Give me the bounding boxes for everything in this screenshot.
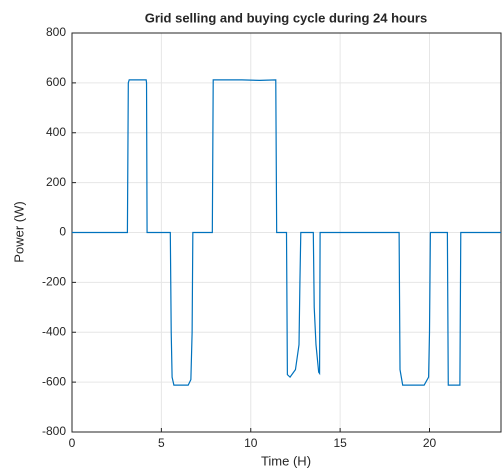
y-tick-label: 400 — [46, 125, 66, 139]
y-tick-label: 0 — [59, 225, 66, 239]
y-tick-label: 800 — [46, 25, 66, 39]
x-tick-label: 20 — [423, 436, 437, 450]
y-tick-label: -400 — [42, 324, 66, 338]
y-tick-label: -200 — [42, 275, 66, 289]
y-axis-label: Power (W) — [11, 201, 26, 262]
x-tick-label: 10 — [244, 436, 258, 450]
x-axis-label: Time (H) — [261, 453, 311, 468]
x-tick-label: 0 — [69, 436, 76, 450]
y-tick-label: -600 — [42, 374, 66, 388]
chart-title: Grid selling and buying cycle during 24 … — [145, 10, 427, 25]
x-tick-label: 5 — [158, 436, 165, 450]
data-line — [72, 79, 501, 386]
y-tick-label: -800 — [42, 424, 66, 438]
y-tick-label: 600 — [46, 75, 66, 89]
x-tick-label: 15 — [333, 436, 347, 450]
y-tick-label: 200 — [46, 175, 66, 189]
